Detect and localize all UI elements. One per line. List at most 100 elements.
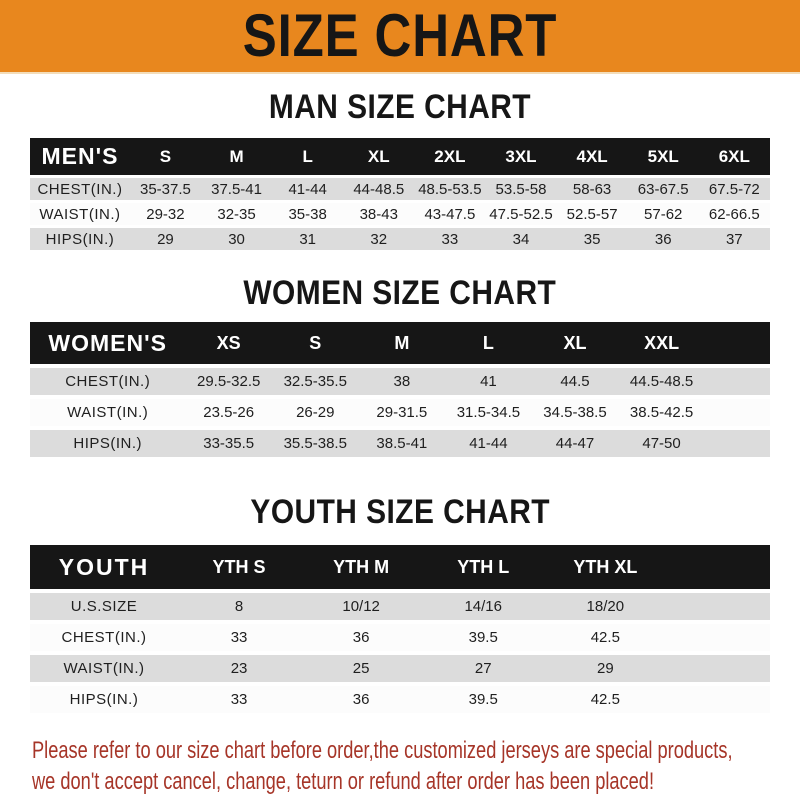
table-cell: 53.5-58 [495,180,547,198]
table-cell: 33 [230,691,248,708]
size-column-header: XS [216,332,241,353]
size-column-header: S [159,146,172,166]
size-column-header: YTH S [212,556,266,577]
size-column-header: 6XL [718,146,750,166]
row-label: WAIST(IN.) [39,205,121,223]
table-cell: 34 [512,230,530,248]
women-heading-text: WOMEN SIZE CHART [243,274,557,312]
row-label: WAIST(IN.) [63,660,145,677]
table-cell: 14/16 [464,598,502,615]
table-cell: 30 [228,230,245,248]
mens-table-header-row: MEN'S S M L XL 2XL 3XL 4XL 5XL 6XL [30,138,770,175]
table-cell: 29 [596,660,614,677]
table-row: CHEST(IN.) 35-37.5 37.5-41 41-44 44-48.5 48.5… [30,178,770,200]
disclaimer-note: Please refer to our size chart before or… [32,735,800,797]
disclaimer-line-2: we don't accept cancel, change, teturn o… [32,768,655,795]
youth-heading-text: YOUTH SIZE CHART [250,493,550,531]
table-cell: 44-47 [555,435,595,452]
table-cell: 33-35.5 [203,435,255,452]
table-cell: 35-38 [288,205,327,223]
table-cell: 31.5-34.5 [456,404,521,421]
table-row: WAIST(IN.) 23 25 27 29 [30,655,770,682]
table-cell: 47-50 [642,435,681,452]
table-cell: 35.5-38.5 [283,435,347,452]
size-column-header: XXL [644,332,680,353]
table-cell: 44.5 [560,373,590,390]
table-cell: 41-44 [469,435,508,452]
table-cell: 41 [480,373,497,390]
table-cell: 29 [157,230,174,248]
size-column-header: 2XL [434,146,466,166]
size-column-header: YTH L [457,556,510,577]
table-cell: 10/12 [342,598,380,615]
table-cell: 42.5 [590,629,620,646]
size-column-header: L [482,332,494,353]
row-label: CHEST(IN.) [65,373,151,390]
table-cell: 44-48.5 [353,180,405,198]
table-row: HIPS(IN.) 33-35.5 35.5-38.5 38.5-41 41-44 44-… [30,430,770,457]
womens-size-table: WOMEN'S XS S M L XL XXL CHEST(IN.) 29.5-32.5 32… [30,322,770,457]
table-cell: 32.5-35.5 [283,373,347,390]
table-row: WAIST(IN.) 23.5-26 26-29 29-31.5 31.5-34.5 34… [30,399,770,426]
table-cell: 43-47.5 [424,205,476,223]
row-label: HIPS(IN.) [73,435,143,452]
table-cell: 31 [299,230,316,248]
table-cell: 42.5 [590,691,620,708]
mens-size-table: MEN'S S M L XL 2XL 3XL 4XL 5XL 6XL CHEST(IN.) 35-… [30,138,770,250]
table-cell: 23 [230,660,248,677]
size-column-header: YTH XL [573,556,638,577]
size-column-header: XL [367,146,390,166]
size-column-header: XL [563,332,587,353]
table-cell: 38.5-41 [376,435,428,452]
table-cell: 26-29 [296,404,335,421]
table-cell: 36 [352,691,370,708]
row-label: CHEST(IN.) [37,180,123,198]
table-cell: 32 [370,230,388,248]
man-section-heading: MAN SIZE CHART [0,88,800,126]
table-cell: 29-32 [146,205,185,223]
mens-table-title-cell: MEN'S [41,143,119,169]
table-cell: 38 [393,373,411,390]
table-cell: 39.5 [468,629,498,646]
table-cell: 36 [352,629,370,646]
table-row: U.S.SIZE 8 10/12 14/16 18/20 [30,593,770,620]
youth-section-heading: YOUTH SIZE CHART [0,493,800,531]
table-row: CHEST(IN.) 29.5-32.5 32.5-35.5 38 41 44.5 44.5… [30,368,770,395]
table-cell: 35-37.5 [140,180,191,198]
youth-table-header-row: YOUTH YTH S YTH M YTH L YTH XL [30,545,770,589]
size-column-header: 4XL [576,146,608,166]
row-label: HIPS(IN.) [45,230,115,248]
table-row: HIPS(IN.) 29 30 31 32 33 34 35 36 37 [30,228,770,250]
disclaimer-line-1: Please refer to our size chart before or… [32,737,733,764]
table-cell: 37 [725,230,743,248]
banner-title: SIZE CHART [242,2,558,69]
size-chart-banner: SIZE CHART [0,0,800,74]
table-cell: 25 [352,660,370,677]
table-cell: 33 [230,629,248,646]
table-cell: 67.5-72 [708,180,760,198]
table-cell: 34.5-38.5 [543,404,607,421]
table-row: HIPS(IN.) 33 36 39.5 42.5 [30,686,770,713]
womens-table-title-cell: WOMEN'S [48,329,167,356]
women-section-heading: WOMEN SIZE CHART [0,274,800,312]
table-cell: 29-31.5 [376,404,428,421]
table-cell: 62-66.5 [708,205,760,223]
table-cell: 38-43 [359,205,398,223]
size-column-header: M [394,332,410,353]
table-cell: 32-35 [217,205,256,223]
table-cell: 8 [234,598,244,615]
table-cell: 63-67.5 [637,180,689,198]
row-label: CHEST(IN.) [61,629,147,646]
row-label: HIPS(IN.) [69,691,139,708]
man-heading-text: MAN SIZE CHART [268,88,532,126]
table-row: CHEST(IN.) 33 36 39.5 42.5 [30,624,770,651]
table-cell: 33 [441,230,459,248]
table-cell: 29.5-32.5 [196,373,261,390]
table-cell: 47.5-52.5 [489,205,553,223]
table-cell: 57-62 [644,205,683,223]
size-column-header: M [229,146,244,166]
womens-table-header-row: WOMEN'S XS S M L XL XXL [30,322,770,364]
size-column-header: S [309,332,322,353]
table-cell: 48.5-53.5 [418,180,482,198]
table-cell: 27 [474,660,492,677]
